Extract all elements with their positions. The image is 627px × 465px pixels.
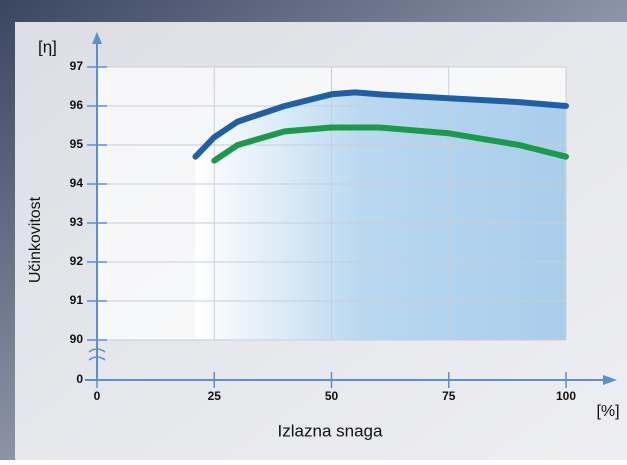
y-tick-label: 91 — [70, 293, 84, 307]
x-tick-label: 50 — [325, 389, 339, 403]
y-tick-label: 0 — [76, 372, 83, 386]
y-tick-label: 92 — [70, 254, 84, 268]
chart: 0 90 91 92 93 94 95 96 97 0 25 50 75 100 [η] Učinkovi… — [0, 0, 627, 460]
y-tick-label: 90 — [70, 332, 84, 346]
y-tick-label: 95 — [70, 137, 84, 151]
x-tick-label: 0 — [94, 389, 101, 403]
y-tick-label: 93 — [70, 215, 84, 229]
x-tick-label: 75 — [442, 389, 456, 403]
y-axis-title: Učinkovitost — [27, 196, 44, 283]
y-tick-label: 96 — [70, 98, 84, 112]
y-unit: [η] — [38, 37, 57, 56]
y-tick-label: 97 — [70, 59, 84, 73]
x-unit: [%] — [596, 403, 619, 420]
page: {"chart_data": {"type": "line", "y_label… — [0, 0, 627, 460]
x-tick-label: 25 — [208, 389, 222, 403]
x-axis-title: Izlazna snaga — [278, 421, 383, 440]
y-tick-label: 94 — [70, 176, 84, 190]
x-tick-label: 100 — [556, 389, 576, 403]
